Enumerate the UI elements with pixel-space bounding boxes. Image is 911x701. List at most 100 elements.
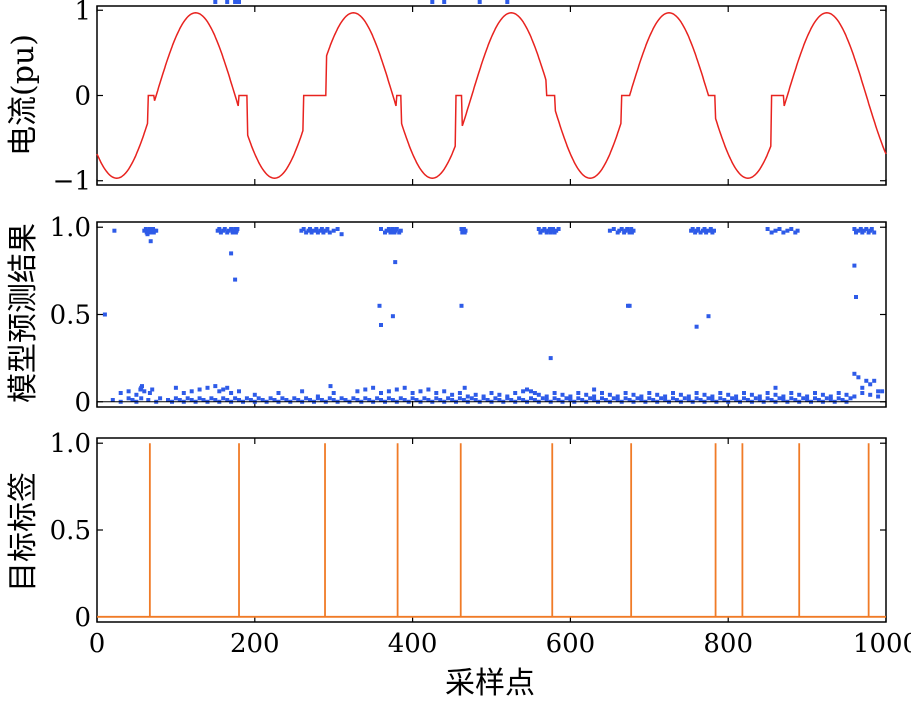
prediction-point-172 [544, 394, 549, 399]
prediction-point-277 [308, 398, 312, 402]
prediction-point-210 [844, 392, 849, 397]
prediction-point-390 [753, 396, 758, 401]
prediction-point-336 [540, 396, 545, 401]
prediction-point-238 [146, 398, 151, 402]
prediction-point-402 [801, 396, 806, 401]
prediction-point-252 [209, 396, 214, 401]
prediction-point-366 [659, 396, 664, 401]
prediction-point-169 [529, 389, 533, 394]
prediction-point-409 [828, 398, 833, 402]
prediction-point-183 [631, 392, 636, 397]
prediction-point-94 [698, 230, 703, 235]
prediction-point-156 [434, 391, 439, 395]
label-ytick-label-0: 0 [74, 603, 91, 633]
prediction-point-255 [221, 396, 226, 401]
prediction-point-418 [864, 378, 869, 383]
prediction-point-388 [745, 398, 750, 402]
prediction-point-267 [268, 396, 273, 401]
prediction-point-291 [363, 396, 368, 401]
prediction-point-35 [315, 230, 320, 235]
prediction-point-364 [651, 398, 656, 402]
prediction-point-274 [296, 398, 301, 402]
prediction-point-108 [789, 227, 794, 231]
prediction-point-222 [393, 260, 398, 265]
prediction-point-90 [690, 227, 695, 231]
prediction-point-232 [110, 398, 115, 402]
prediction-point-303 [410, 396, 415, 401]
prediction-point-175 [568, 394, 573, 399]
prediction-point-93 [696, 227, 701, 231]
prediction-point-313 [450, 398, 455, 402]
prediction-point-324 [493, 396, 498, 401]
prediction-point-135 [213, 384, 218, 389]
prediction-point-141 [252, 392, 257, 397]
prediction-point-213 [868, 392, 873, 397]
prediction-point-352 [603, 398, 608, 402]
prediction-point-201 [773, 392, 778, 397]
prediction-point-121 [872, 230, 877, 235]
prediction-ytick-label-0: 0 [74, 388, 91, 418]
prediction-point-145 [331, 391, 336, 395]
prediction-point-41 [327, 230, 332, 235]
prediction-point-253 [213, 398, 218, 402]
prediction-point-342 [564, 396, 569, 401]
prediction-ytick-label-1: 0.5 [50, 301, 91, 331]
prediction-point-223 [459, 303, 464, 308]
prediction-point-170 [532, 391, 537, 395]
prediction-point-205 [805, 394, 810, 399]
prediction-point-285 [339, 396, 344, 401]
prediction-point-203 [789, 391, 794, 395]
prediction-point-124 [134, 392, 139, 397]
prediction-point-379 [710, 398, 715, 402]
prediction-point-273 [292, 396, 297, 401]
prediction-point-297 [386, 396, 391, 401]
prediction-point-256 [225, 398, 230, 402]
prediction-point-228 [706, 314, 711, 319]
prediction-point-321 [481, 396, 486, 401]
prediction-point-157 [442, 389, 447, 394]
prediction-point-177 [584, 392, 589, 397]
prediction-point-189 [678, 392, 683, 397]
prediction-point-77 [611, 227, 616, 231]
prediction-point-160 [465, 394, 470, 399]
prediction-point-349 [592, 398, 597, 402]
prediction-point-431 [213, 0, 218, 4]
prediction-point-229 [852, 263, 857, 268]
prediction-point-29 [304, 230, 309, 235]
prediction-point-346 [580, 398, 585, 402]
prediction-point-372 [682, 396, 687, 401]
prediction-point-358 [627, 398, 632, 402]
prediction-point-32 [309, 230, 314, 235]
prediction-point-54 [394, 227, 399, 231]
prediction-point-26 [235, 227, 240, 231]
prediction-point-408 [824, 396, 829, 401]
prediction-point-319 [473, 398, 478, 402]
prediction-point-149 [379, 391, 383, 395]
prediction-point-212 [860, 391, 865, 395]
prediction-point-385 [734, 398, 739, 402]
prediction-point-4 [145, 232, 150, 237]
prediction-point-72 [551, 227, 555, 231]
label-xtick-label-3: 600 [546, 629, 596, 659]
prediction-point-288 [351, 396, 356, 401]
prediction-point-276 [304, 396, 309, 401]
prediction-point-192 [702, 392, 707, 397]
prediction-point-249 [197, 396, 202, 401]
label-xtick-label-1: 200 [230, 629, 280, 659]
current-ylabel: 电流(pu) [6, 34, 41, 156]
prediction-point-166 [513, 391, 518, 395]
prediction-point-181 [615, 394, 620, 399]
prediction-point-187 [663, 394, 668, 399]
prediction-point-20 [229, 227, 234, 231]
prediction-point-200 [765, 391, 770, 395]
prediction-ylabel: 模型预测结果 [6, 223, 41, 403]
prediction-point-375 [694, 396, 699, 401]
prediction-point-199 [757, 394, 762, 399]
label-xtick-label-2: 400 [388, 629, 438, 659]
prediction-point-298 [390, 398, 395, 402]
prediction-point-310 [438, 398, 443, 402]
prediction-point-104 [773, 228, 778, 233]
prediction-point-190 [686, 394, 691, 399]
prediction-point-173 [552, 391, 557, 395]
